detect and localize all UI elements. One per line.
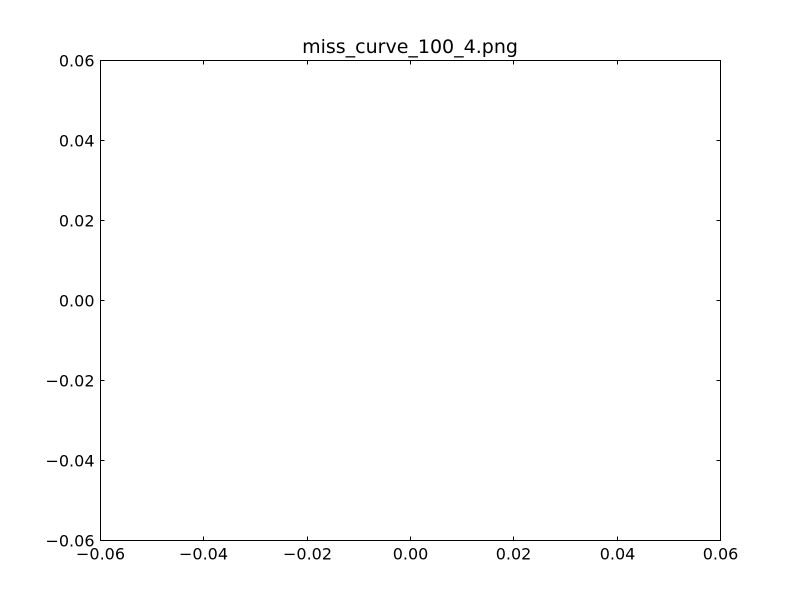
x-tick-label: 0.04 xyxy=(600,545,636,564)
x-tick-label: 0.00 xyxy=(393,545,429,564)
x-tick-label: −0.06 xyxy=(76,545,125,564)
x-tick-label: −0.04 xyxy=(179,545,228,564)
y-tick-label: 0.00 xyxy=(59,292,95,311)
y-tick-label: −0.04 xyxy=(45,452,94,471)
x-axis: −0.06 −0.04 −0.02 0.00 0.02 0.04 0.06 xyxy=(76,60,739,564)
y-tick-label: 0.06 xyxy=(59,52,95,71)
x-tick-label: −0.02 xyxy=(283,545,332,564)
y-tick-label: 0.04 xyxy=(59,132,95,151)
y-tick-label: −0.02 xyxy=(45,372,94,391)
x-tick-label: 0.02 xyxy=(496,545,532,564)
x-tick-label: 0.06 xyxy=(703,545,739,564)
y-tick-label: 0.02 xyxy=(59,212,95,231)
y-tick-label: −0.06 xyxy=(45,532,94,551)
y-axis: −0.06 −0.04 −0.02 0.00 0.02 0.04 0.06 xyxy=(45,52,721,551)
plot-area xyxy=(100,60,721,541)
chart-title: miss_curve_100_4.png xyxy=(302,36,518,58)
